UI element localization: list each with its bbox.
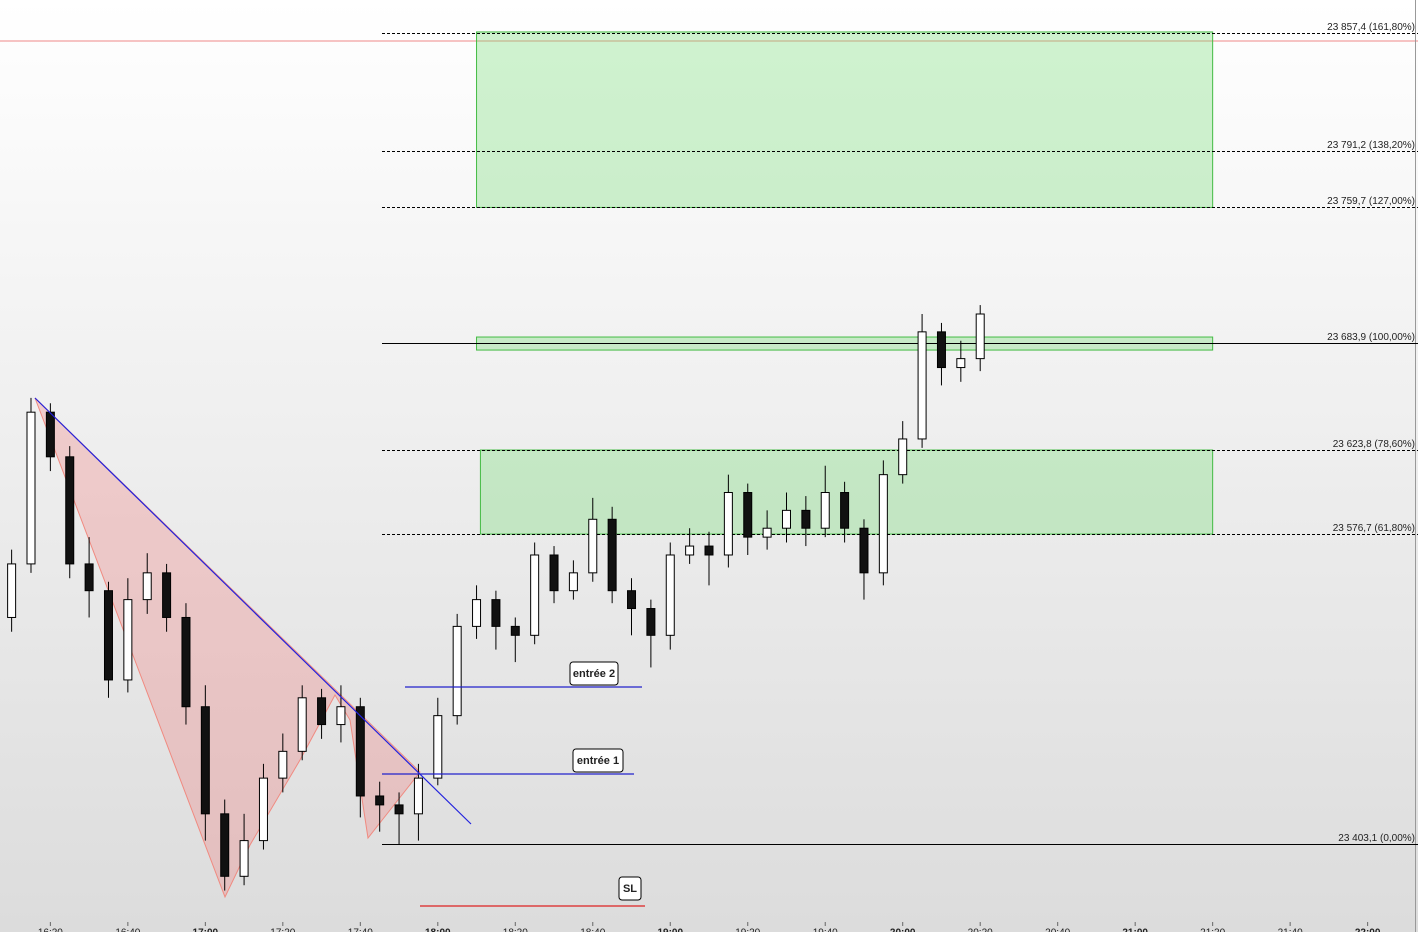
candle-body <box>123 599 133 681</box>
candle-body <box>704 545 714 556</box>
x-tick-label: 20:00 <box>890 928 916 932</box>
candle-body <box>665 554 675 636</box>
x-tick-label: 21:00 <box>1122 928 1148 932</box>
candle-body <box>452 625 462 717</box>
annotation-box <box>618 876 642 901</box>
x-tick-label: 19:20 <box>735 928 760 932</box>
candle-body <box>65 456 75 565</box>
candle-body <box>781 509 791 529</box>
candle-body <box>723 492 733 556</box>
candle-body <box>743 492 753 538</box>
candle-body <box>258 777 268 842</box>
candle-body <box>472 599 482 627</box>
fib-label: 23 623,8 (78,60%) <box>1333 439 1415 450</box>
candle-body <box>646 608 656 636</box>
candle-body <box>336 706 346 726</box>
x-tick-label: 18:00 <box>425 928 451 932</box>
x-tick-label: 19:00 <box>657 928 683 932</box>
candle-body <box>162 572 172 618</box>
x-tick-label: 20:40 <box>1045 928 1070 932</box>
candle-body <box>917 331 927 440</box>
candle-body <box>840 492 850 529</box>
candle-body <box>607 518 617 592</box>
candle-body <box>975 313 985 360</box>
candle-body <box>84 563 94 592</box>
candle-body <box>142 572 152 601</box>
x-tick-label: 21:20 <box>1200 928 1225 932</box>
candle-body <box>588 518 598 574</box>
candle-body <box>820 492 830 529</box>
candle-body <box>394 804 404 815</box>
candle-body <box>491 599 501 627</box>
candle-body <box>26 411 36 565</box>
x-tick-label: 18:20 <box>503 928 528 932</box>
candle-body <box>355 706 365 797</box>
candle-body <box>278 750 288 779</box>
candle-body <box>375 795 385 806</box>
annotation-box <box>569 661 619 686</box>
annotation: entrée 1 <box>577 755 619 767</box>
x-tick-label: 16:20 <box>38 928 63 932</box>
x-tick-label: 17:20 <box>270 928 295 932</box>
pattern-triangle <box>34 397 421 899</box>
annotation: SL <box>623 883 637 895</box>
candle-body <box>510 625 520 636</box>
candle-body <box>433 715 443 779</box>
candle-body <box>859 527 869 574</box>
x-axis: 16:20 16:40 17:00 17:20 17:40 18:00 18:20 18:40… <box>38 922 1381 932</box>
candle-body <box>685 545 695 556</box>
x-tick-label: 22:00 <box>1355 928 1381 932</box>
candle-body <box>801 509 811 529</box>
candle-body <box>220 813 230 877</box>
candles <box>7 305 985 891</box>
target-zone <box>476 31 1214 208</box>
candle-body <box>297 697 307 752</box>
x-tick-label: 20:20 <box>968 928 993 932</box>
fib-label: 23 791,2 (138,20%) <box>1327 140 1415 151</box>
candle-body <box>956 358 966 369</box>
candle-body <box>898 438 908 476</box>
trend-line <box>34 397 472 825</box>
candle-body <box>762 527 772 538</box>
candle-body <box>627 590 637 610</box>
annotation: entrée 2 <box>573 668 615 680</box>
candle-body <box>413 777 423 815</box>
fib-label: 23 683,9 (100,00%) <box>1327 332 1415 343</box>
fib-label: 23 576,7 (61,80%) <box>1333 523 1415 534</box>
x-tick-label: 21:40 <box>1278 928 1303 932</box>
candle-body <box>181 616 191 708</box>
x-tick-label: 16:40 <box>115 928 140 932</box>
fib-label: 23 759,7 (127,00%) <box>1327 196 1415 207</box>
fib-label: 23 403,1 (0,00%) <box>1338 833 1415 844</box>
candle-body <box>45 411 55 458</box>
candle-body <box>936 331 946 369</box>
candle-body <box>200 706 210 815</box>
candle-body <box>239 840 249 877</box>
candle-body <box>530 554 540 636</box>
x-tick-label: 19:40 <box>813 928 838 932</box>
candle-body <box>103 590 113 681</box>
fib-label: 23 857,4 (161,80%) <box>1327 22 1415 33</box>
x-tick-label: 17:40 <box>348 928 373 932</box>
candle-body <box>549 554 559 592</box>
x-tick-label: 17:00 <box>193 928 219 932</box>
annotation-box <box>572 748 624 773</box>
candle-body <box>878 474 888 574</box>
candle-body <box>7 563 17 618</box>
candle-body <box>317 697 327 726</box>
x-tick-label: 18:40 <box>580 928 605 932</box>
candle-body <box>568 572 578 592</box>
